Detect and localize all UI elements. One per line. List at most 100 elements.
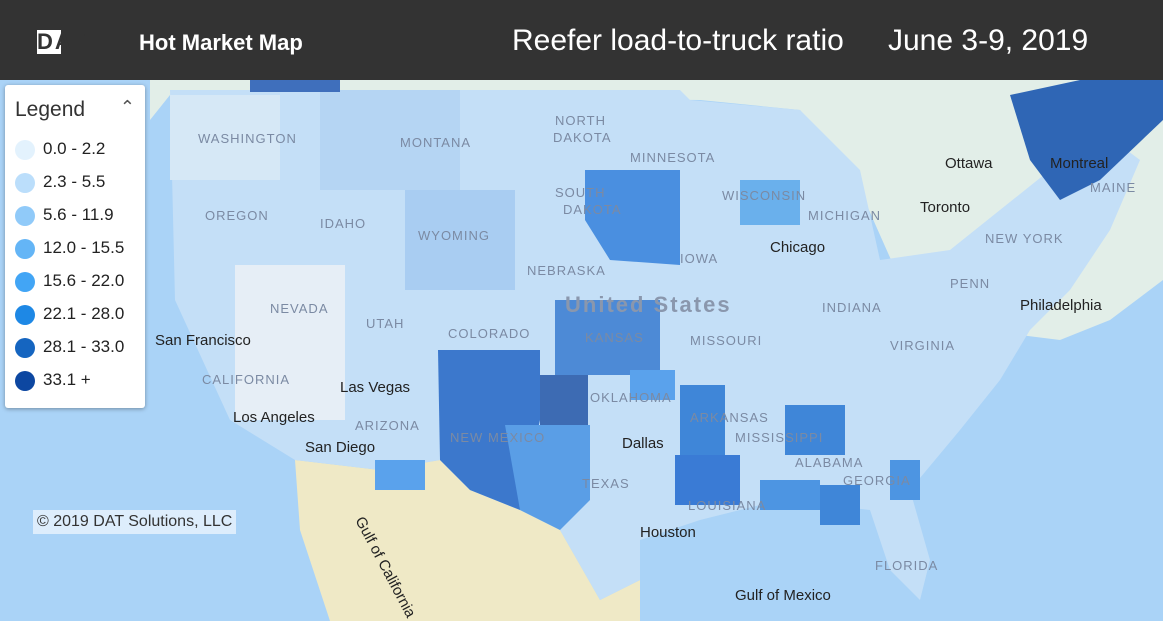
region [740, 180, 800, 225]
region [375, 460, 425, 490]
legend-item: 15.6 - 22.0 [15, 271, 124, 292]
legend-item: 12.0 - 15.5 [15, 238, 124, 259]
region [405, 190, 515, 290]
map-label: Philadelphia [1020, 297, 1102, 314]
map-label: LOUISIANA [688, 498, 766, 513]
region [680, 385, 725, 455]
map-label: WYOMING [418, 228, 490, 243]
map-label: MINNESOTA [630, 150, 715, 165]
map-label: KANSAS [585, 330, 644, 345]
map-label: Gulf of Mexico [735, 587, 831, 604]
logo: DAT [37, 29, 87, 55]
legend-label: 0.0 - 2.2 [43, 139, 106, 158]
map-label: San Francisco [155, 332, 251, 349]
collapse-button[interactable]: ⌃ [119, 97, 135, 117]
map-label: Toronto [920, 199, 970, 216]
map: United States San Francisco Las Vegas Los A… [0, 80, 1163, 621]
map-label: Chicago [770, 239, 825, 256]
region [505, 425, 590, 530]
map-label: ARIZONA [355, 418, 420, 433]
map-label: OKLAHOMA [590, 390, 672, 405]
map-label: MICHIGAN [808, 208, 881, 223]
date: June 3-9, 2019 [888, 24, 1089, 57]
legend-swatch [15, 139, 35, 160]
legend-swatch [15, 271, 35, 292]
copyright: © 2019 DAT Solutions, LLC [33, 510, 237, 534]
map-label: DAKOTA [563, 202, 622, 217]
map-label: Houston [640, 524, 696, 541]
legend-label: 15.6 - 22.0 [43, 271, 125, 290]
map-label: MONTANA [400, 135, 471, 150]
legend-label: 12.0 - 15.5 [43, 238, 125, 257]
map-label: Dallas [622, 435, 664, 452]
map-label: FLORIDA [875, 558, 938, 573]
map-label: WISCONSIN [722, 188, 806, 203]
map-label: COLORADO [448, 326, 530, 341]
map-label: UTAH [366, 316, 404, 331]
region [555, 300, 660, 375]
map-label: Las Vegas [340, 379, 410, 396]
map-label: MISSISSIPPI [735, 430, 823, 445]
app-name: Hot Market Map [139, 30, 303, 55]
region [760, 480, 820, 510]
map-label: San Diego [305, 439, 375, 456]
legend-title: Legend [15, 98, 86, 121]
legend-swatch [15, 205, 35, 226]
region [170, 95, 280, 180]
region [785, 405, 845, 455]
region [675, 455, 740, 505]
legend-label: 5.6 - 11.9 [43, 205, 114, 224]
map-label: Ottawa [945, 155, 993, 172]
legend-label: 33.1 + [43, 370, 91, 389]
legend-item: 2.3 - 5.5 [15, 172, 105, 193]
map-label: NEBRASKA [527, 263, 606, 278]
legend-item: 5.6 - 11.9 [15, 205, 114, 226]
region [820, 485, 860, 525]
map-label: United States [565, 292, 732, 317]
mexico [295, 460, 640, 621]
legend-item: 33.1 + [15, 370, 91, 391]
title: Reefer load-to-truck ratio [512, 24, 844, 57]
map-label: ALABAMA [795, 455, 863, 470]
map-label: PENN [950, 276, 990, 291]
legend-label: 28.1 - 33.0 [43, 337, 125, 356]
region [630, 370, 675, 400]
map-label: IDAHO [320, 216, 366, 231]
map-label: MAINE [1090, 180, 1136, 195]
map-label: ARKANSAS [690, 410, 769, 425]
map-label: NORTH [555, 113, 606, 128]
legend-item: 0.0 - 2.2 [15, 139, 105, 160]
legend-item: 22.1 - 28.0 [15, 304, 124, 325]
map-label: NEW MEXICO [450, 430, 545, 445]
legend-swatch [15, 370, 35, 391]
map-label: CALIFORNIA [202, 372, 290, 387]
legend-item: 28.1 - 33.0 [15, 337, 124, 358]
region [235, 265, 345, 420]
legend-swatch [15, 238, 35, 259]
map-label: IOWA [680, 251, 718, 266]
map-label: DAKOTA [553, 130, 612, 145]
map-label: INDIANA [822, 300, 882, 315]
map-label: SOUTH [555, 185, 606, 200]
map-label: WASHINGTON [198, 131, 297, 146]
header: DAT Hot Market Map Reefer load-to-truck … [0, 0, 1163, 80]
region [320, 90, 460, 190]
legend-swatch [15, 172, 35, 193]
legend-swatch [15, 337, 35, 358]
region [250, 80, 340, 92]
region [1010, 80, 1163, 200]
legend[interactable]: Legend ⌃ 0.0 - 2.2 2.3 - 5.5 5.6 - 11.9 12.… [5, 85, 145, 408]
map-label: VIRGINIA [890, 338, 955, 353]
map-label: Montreal [1050, 155, 1108, 172]
logo-text: DAT [37, 29, 87, 54]
legend-swatch [15, 304, 35, 325]
map-label: GEORGIA [843, 473, 911, 488]
map-label: MISSOURI [690, 333, 762, 348]
region [585, 170, 680, 265]
map-label: OREGON [205, 208, 269, 223]
map-label: NEW YORK [985, 231, 1064, 246]
map-label: TEXAS [582, 476, 630, 491]
map-label: Los Angeles [233, 409, 315, 426]
map-label: NEVADA [270, 301, 329, 316]
